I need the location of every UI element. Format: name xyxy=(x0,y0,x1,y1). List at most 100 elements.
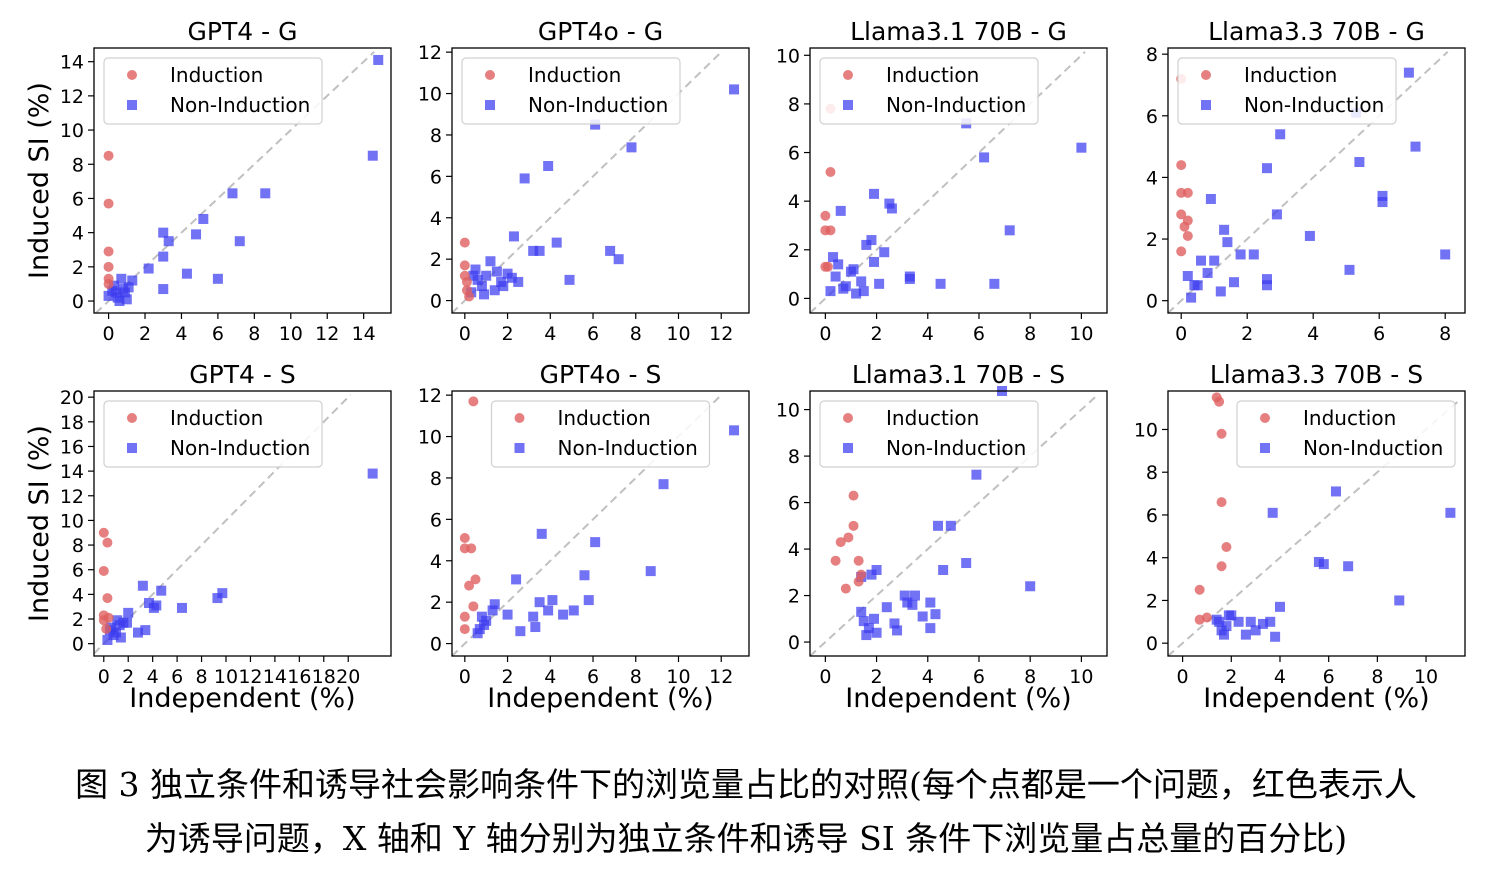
y-tick-label: 2 xyxy=(430,592,442,614)
subplot-5: GPT4 - S0 2 4 6 8 10 12 14 16 18 20024681012141618… xyxy=(60,360,392,688)
x-tick-label: 12 xyxy=(315,323,339,345)
non-induction-point xyxy=(116,273,127,284)
legend-induction-marker xyxy=(127,413,137,423)
induction-point xyxy=(98,527,109,538)
non-induction-point xyxy=(491,266,502,277)
y-tick-label: 0 xyxy=(1146,633,1158,655)
subplot-title: Llama3.3 70B - S xyxy=(1210,360,1423,389)
y-tick-label: 6 xyxy=(1146,505,1158,527)
y-tick-label: 6 xyxy=(430,509,442,531)
legend: Induction Non-Induction xyxy=(103,400,323,468)
non-induction-point xyxy=(1354,157,1365,168)
legend-non-induction-marker xyxy=(514,443,525,453)
subplot-1: GPT4 - G 0 2 4 6 8 10 12 14 0 2 4 6 8 10 12 14 Induction N… xyxy=(60,17,392,345)
non-induction-point xyxy=(1275,129,1286,140)
x-tick-label: 4 xyxy=(922,666,934,688)
non-induction-point xyxy=(1076,142,1087,153)
non-induction-point xyxy=(869,256,880,267)
y-tick-label: 4 xyxy=(72,223,84,245)
x-tick-label: 20 xyxy=(336,666,360,688)
induction-point xyxy=(98,565,109,576)
non-induction-point xyxy=(140,625,151,636)
axes-frame xyxy=(93,47,392,314)
non-induction-point xyxy=(367,150,378,161)
x-axis-label: Independent (%) xyxy=(487,683,713,714)
non-induction-point xyxy=(177,602,187,613)
subplot-8: Llama3.3 70B - S 0 2 4 6 8 10 0 2 4 6 8 10 Induction N… xyxy=(1134,360,1466,688)
non-induction-point xyxy=(121,294,132,305)
y-tick-label: 10 xyxy=(776,45,800,67)
x-tick-label: 6 xyxy=(171,666,183,688)
legend-induction-label: Induction xyxy=(170,406,263,430)
y-tick-label: 4 xyxy=(430,208,442,230)
non-induction-point xyxy=(1004,225,1015,236)
figure-caption-line-2: 为诱导问题，X 轴和 Y 轴分别为独立条件和诱导 SI 条件下浏览量占总量的百分… xyxy=(144,819,1348,858)
non-induction-point xyxy=(109,280,120,291)
non-induction-point xyxy=(979,152,990,163)
x-tick-label: 10 xyxy=(1414,666,1438,688)
y-tick-label: 10 xyxy=(418,427,442,449)
non-induction-point xyxy=(961,558,972,569)
diagonal-reference-line xyxy=(95,51,375,314)
non-induction-point xyxy=(212,593,223,604)
y-tick-label: 6 xyxy=(72,560,84,582)
non-induction-point xyxy=(148,602,159,613)
non-induction-point xyxy=(645,566,656,577)
non-induction-point xyxy=(103,290,114,301)
non-induction-point xyxy=(536,528,547,539)
non-induction-point xyxy=(833,259,844,270)
legend-non-induction-marker xyxy=(843,443,853,453)
non-induction-point xyxy=(1262,163,1272,174)
y-tick-label: 2 xyxy=(1146,590,1158,612)
legend-induction-marker xyxy=(1260,413,1270,423)
non-induction-point xyxy=(590,537,601,548)
non-induction-point xyxy=(1215,286,1226,297)
y-tick-label: 4 xyxy=(788,191,800,213)
induction-point xyxy=(464,291,475,302)
y-tick-label: 2 xyxy=(72,257,84,279)
induction-point xyxy=(464,580,475,591)
non-induction-point xyxy=(729,425,740,436)
x-tick-label: 6 xyxy=(1323,666,1335,688)
y-tick-label: 10 xyxy=(60,510,84,532)
non-induction-point xyxy=(1209,255,1220,266)
induction-point xyxy=(1214,396,1225,407)
legend: Induction Non-Induction xyxy=(819,57,1039,125)
non-induction-point xyxy=(1257,618,1268,629)
y-tick-label: 0 xyxy=(430,634,442,656)
non-induction-point xyxy=(534,245,545,256)
non-induction-point xyxy=(909,590,920,601)
legend-box xyxy=(103,57,323,125)
x-tick-label: 10 xyxy=(1069,323,1093,345)
non-induction-point xyxy=(487,605,498,616)
y-tick-label: 6 xyxy=(788,143,800,165)
x-tick-label: 0 xyxy=(819,666,831,688)
induction-point xyxy=(830,555,841,566)
x-tick-label: 6 xyxy=(973,666,985,688)
non-induction-point xyxy=(181,268,192,279)
non-induction-point xyxy=(158,284,169,295)
x-tick-label: 10 xyxy=(1069,666,1093,688)
induction-point xyxy=(103,150,114,161)
induction-point xyxy=(848,490,859,501)
non-induction-point xyxy=(1265,616,1276,627)
non-induction-point xyxy=(871,564,882,575)
non-induction-point xyxy=(1205,193,1216,204)
non-induction-point xyxy=(143,263,154,274)
induction-point xyxy=(1216,428,1227,439)
non-induction-point xyxy=(110,287,121,298)
non-induction-point xyxy=(158,251,169,262)
y-tick-label: 8 xyxy=(1146,44,1158,66)
non-induction-point xyxy=(904,273,915,284)
x-tick-label: 2 xyxy=(122,666,134,688)
subplot-7: Llama3.1 70B - S 0 2 4 6 8 10 0 2 4 6 8 10 Induction N… xyxy=(776,360,1108,688)
y-tick-label: 6 xyxy=(72,188,84,210)
non-induction-point xyxy=(118,284,129,295)
y-tick-label: 2 xyxy=(1146,229,1158,251)
induction-point xyxy=(102,593,113,604)
x-tick-label: 12 xyxy=(709,666,733,688)
non-induction-point xyxy=(858,286,869,297)
y-tick-label: 12 xyxy=(60,486,84,508)
x-tick-label: 18 xyxy=(312,666,336,688)
non-induction-point xyxy=(123,607,134,618)
